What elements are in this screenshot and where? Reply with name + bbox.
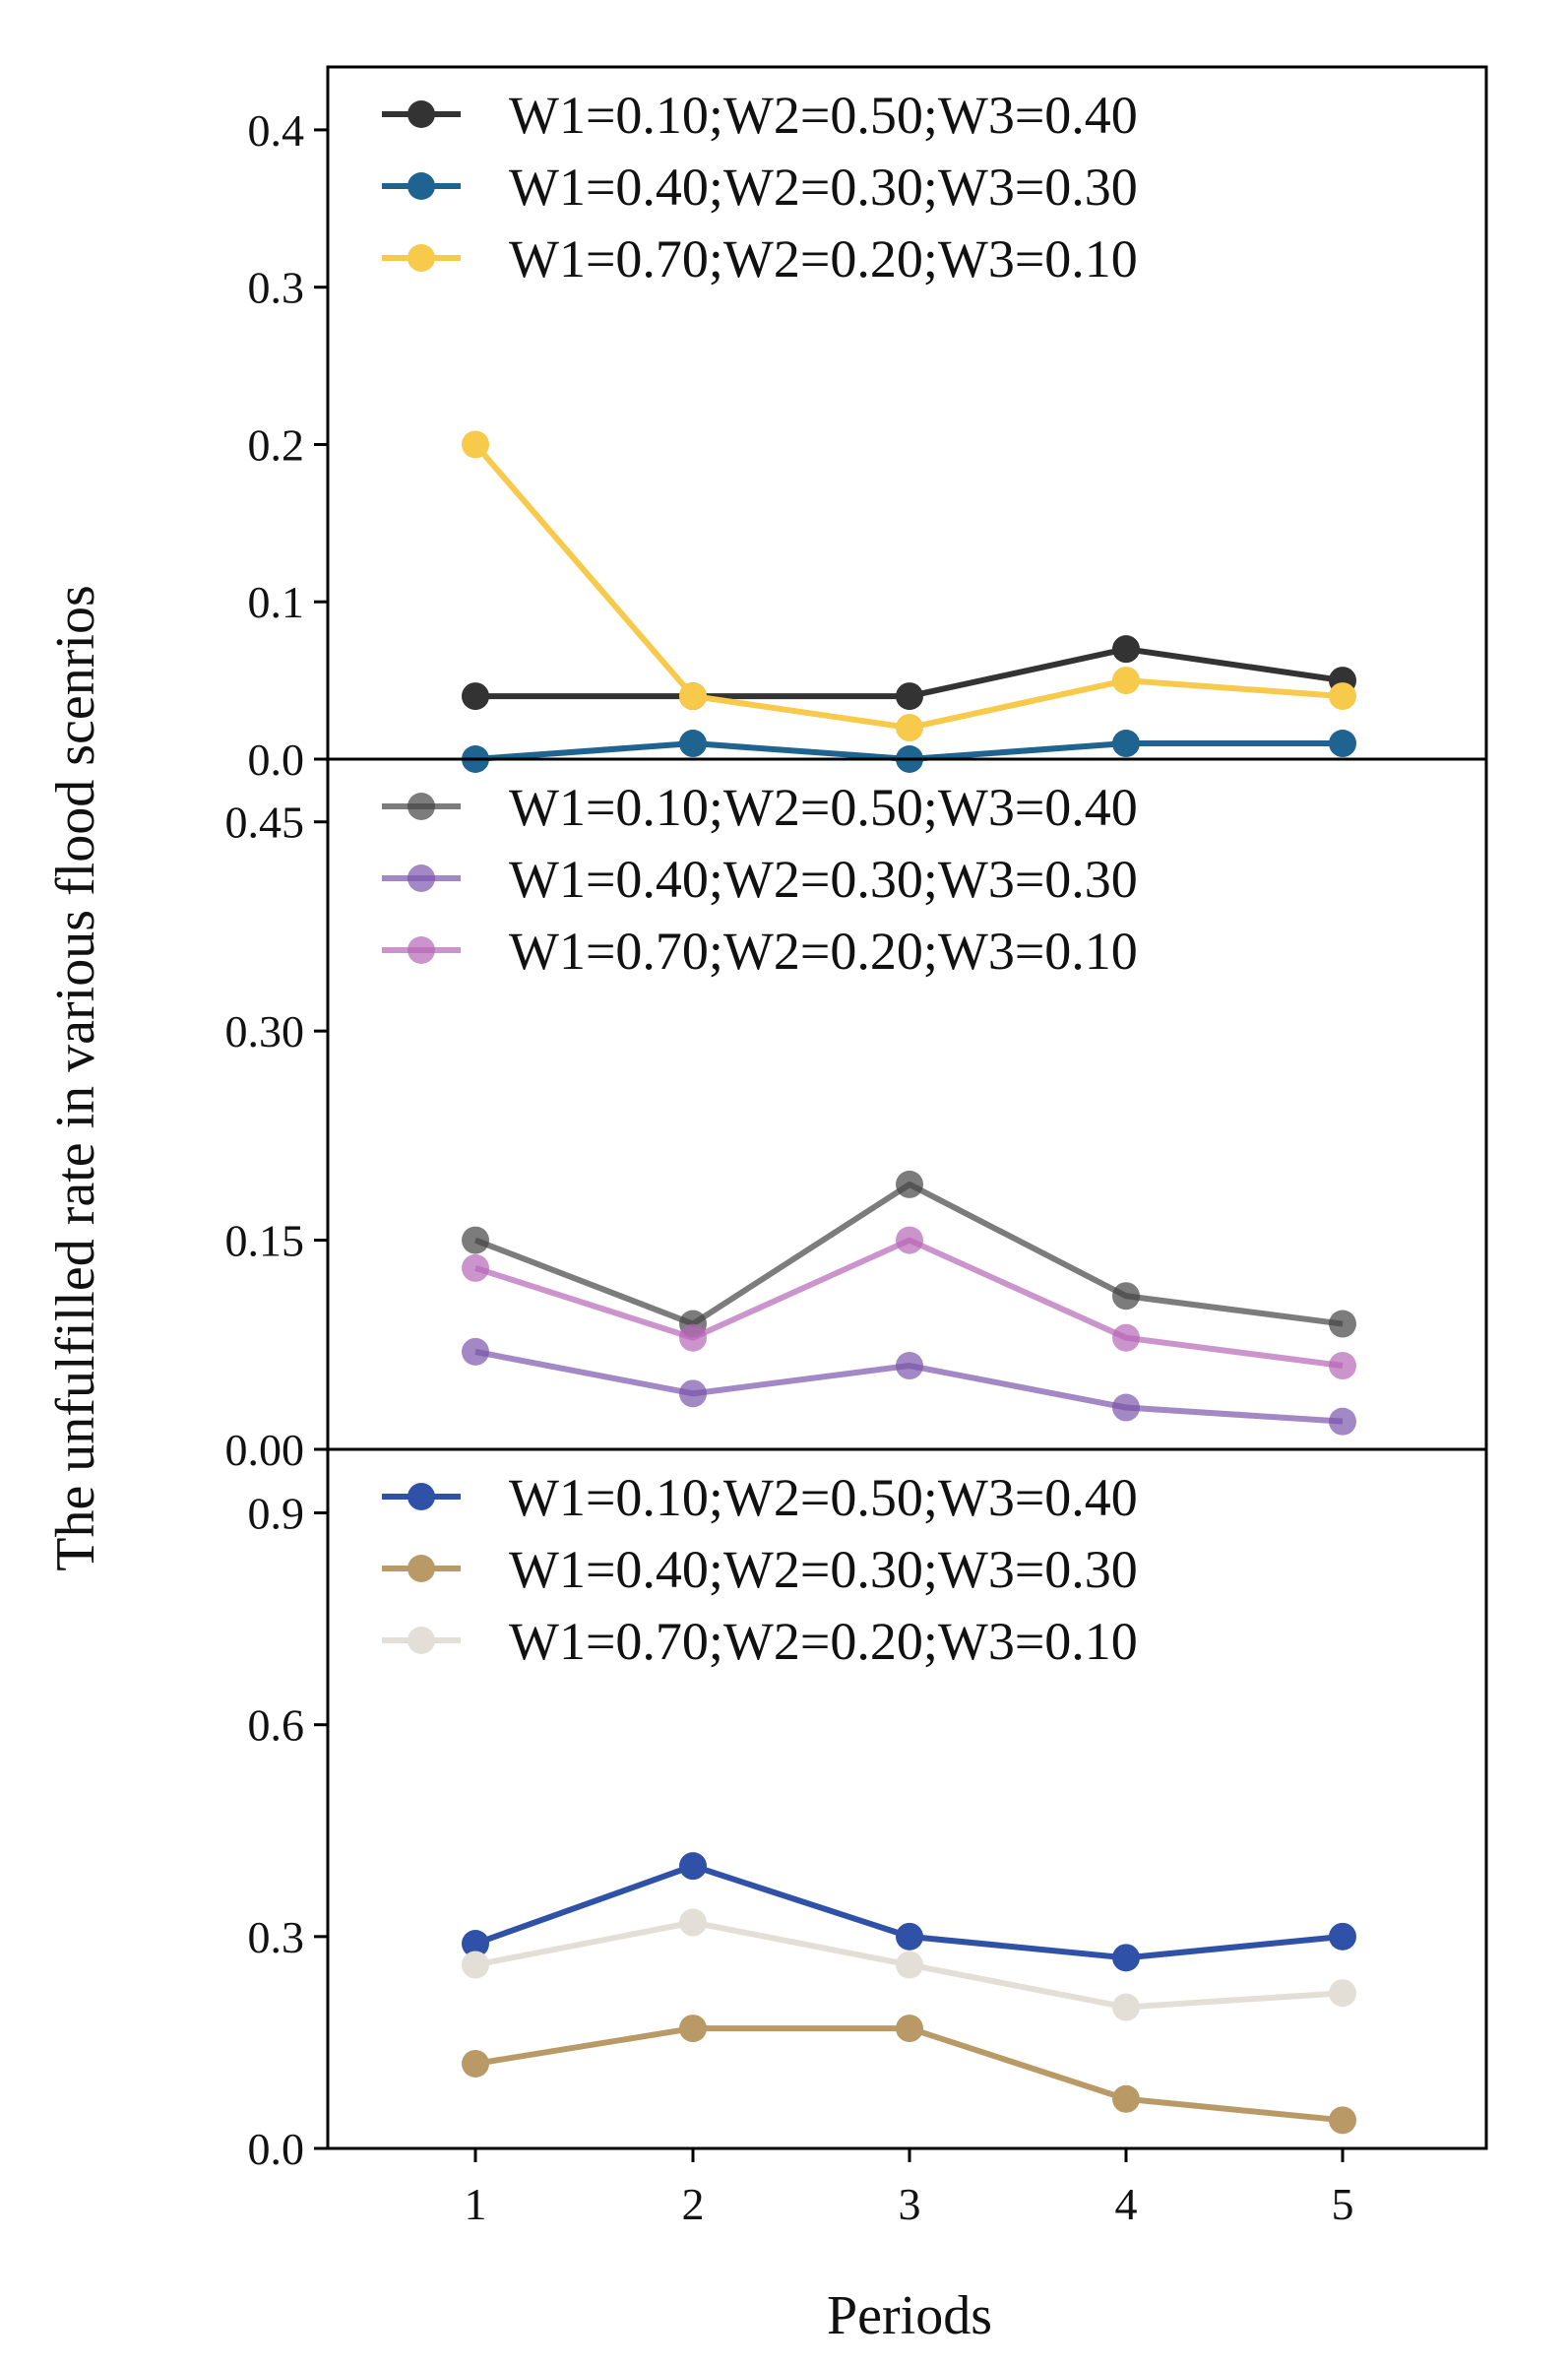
panel-3-y-tick-label: 0.6 (248, 1700, 305, 1751)
x-axis-title: Periods (827, 2285, 992, 2346)
panel-2-series-3-point (1112, 1323, 1140, 1352)
panel-3-series-2-point (896, 2015, 923, 2043)
panel-2-y-tick-label: 0.45 (225, 798, 305, 848)
panel-2-legend-marker-3 (408, 936, 435, 964)
panel-2-legend-marker-1 (408, 793, 435, 820)
panel-1-legend-marker-2 (408, 172, 435, 200)
panel-3-legend-marker-3 (408, 1627, 435, 1654)
panel-1-series-3-point (462, 430, 489, 459)
panel-2-y-tick-label: 0.15 (225, 1216, 305, 1266)
panel-2-series-3-point (896, 1226, 923, 1254)
panel-1-series-3-point (1112, 667, 1140, 695)
panel-2-y-tick-label: 0.30 (225, 1006, 305, 1056)
panel-3-series-1-point (679, 1852, 707, 1881)
x-tick-label: 1 (465, 2179, 487, 2229)
panel-3-series-3-point (896, 1951, 923, 1979)
panel-3-legend-label-1: W1=0.10;W2=0.50;W3=0.40 (509, 1468, 1138, 1527)
y-axis-title: The unfulfilled rate in various flood sc… (45, 585, 106, 1571)
panel-1-legend-label-3: W1=0.70;W2=0.20;W3=0.10 (509, 229, 1138, 288)
panel-3-series-2-point (679, 2015, 707, 2043)
panel-2-series-2-point (462, 1337, 489, 1366)
panel-3-series-2-point (1329, 2106, 1356, 2135)
panel-3-series-1-point (1329, 1922, 1356, 1951)
panel-2-y-tick-label: 0.00 (225, 1425, 305, 1475)
panel-3-series-1-point (896, 1922, 923, 1951)
panel-3-series-3-point (679, 1908, 707, 1937)
panel-3-y-tick-label: 0.0 (248, 2124, 305, 2174)
panel-2-series-3-point (679, 1323, 707, 1352)
panel-1-series-3-point (679, 682, 707, 711)
panel-3-y-tick-label: 0.3 (248, 1912, 305, 1962)
panel-3-legend-label-2: W1=0.40;W2=0.30;W3=0.30 (509, 1540, 1138, 1599)
panel-1-y-tick-label: 0.0 (248, 735, 305, 785)
panel-2-series-2-point (679, 1379, 707, 1408)
panel-1-series-1-point (462, 682, 489, 711)
panel-3-legend-marker-2 (408, 1555, 435, 1582)
panel-3-series-2-point (1112, 2084, 1140, 2113)
x-tick-label: 3 (899, 2179, 921, 2229)
panel-3-series-3-point (462, 1951, 489, 1979)
panel-2-series-3-point (1329, 1352, 1356, 1380)
panel-1-legend-marker-1 (408, 100, 435, 128)
panel-3-y-tick-label: 0.9 (248, 1489, 305, 1539)
panel-2-series-2-point (1112, 1393, 1140, 1422)
panel-2-legend-marker-2 (408, 864, 435, 892)
panel-2-series-1-line (473, 1181, 1344, 1327)
x-tick-label: 5 (1332, 2179, 1354, 2229)
panel-1-y-tick-label: 0.4 (248, 105, 305, 156)
panel-2-series-2-point (1329, 1407, 1356, 1436)
panel-2-legend-label-2: W1=0.40;W2=0.30;W3=0.30 (509, 850, 1138, 909)
panel-3-series-1-point (462, 1930, 489, 1958)
panel-3-series-2-point (462, 2049, 489, 2078)
panel-1-series-1-point (896, 682, 923, 711)
panel-1-series-3-point (896, 714, 923, 742)
panel-2-series-1-point (462, 1226, 489, 1254)
panel-3-series-3-point (1112, 1993, 1140, 2021)
panel-3-frame (326, 1447, 1488, 2150)
panel-1-series-2-point (1329, 730, 1356, 758)
panel-1-legend-label-2: W1=0.40;W2=0.30;W3=0.30 (509, 158, 1138, 217)
panel-1-legend-marker-3 (408, 244, 435, 272)
panel-2-legend-label-1: W1=0.10;W2=0.50;W3=0.40 (509, 778, 1138, 837)
panel-1-legend-label-1: W1=0.10;W2=0.50;W3=0.40 (509, 86, 1138, 145)
panel-2-series-1-point (1112, 1282, 1140, 1311)
panel-1-y-tick-label: 0.3 (248, 263, 305, 313)
panel-1-series-2-point (1112, 730, 1140, 758)
x-tick-label: 2 (682, 2179, 705, 2229)
panel-1-series-1-point (1112, 635, 1140, 664)
panel-3-legend-marker-1 (408, 1483, 435, 1510)
panel-2-series-2-point (896, 1352, 923, 1380)
panel-2-series-1-point (1329, 1310, 1356, 1338)
x-tick-label: 4 (1115, 2179, 1138, 2229)
panel-2-series-3-point (462, 1253, 489, 1282)
panel-1-y-tick-label: 0.2 (248, 419, 305, 470)
panel-1-series-2-point (679, 730, 707, 758)
panel-3-series-3-point (1329, 1979, 1356, 2008)
panel-3-legend-label-3: W1=0.70;W2=0.20;W3=0.10 (509, 1612, 1138, 1671)
panel-2-legend-label-3: W1=0.70;W2=0.20;W3=0.10 (509, 922, 1138, 981)
panel-1-y-tick-label: 0.1 (248, 577, 305, 627)
panel-2-series-3-line (474, 1237, 1344, 1370)
panel-2-series-1-point (896, 1170, 923, 1198)
panel-3-series-1-point (1112, 1944, 1140, 1972)
panel-1-series-3-point (1329, 682, 1356, 711)
